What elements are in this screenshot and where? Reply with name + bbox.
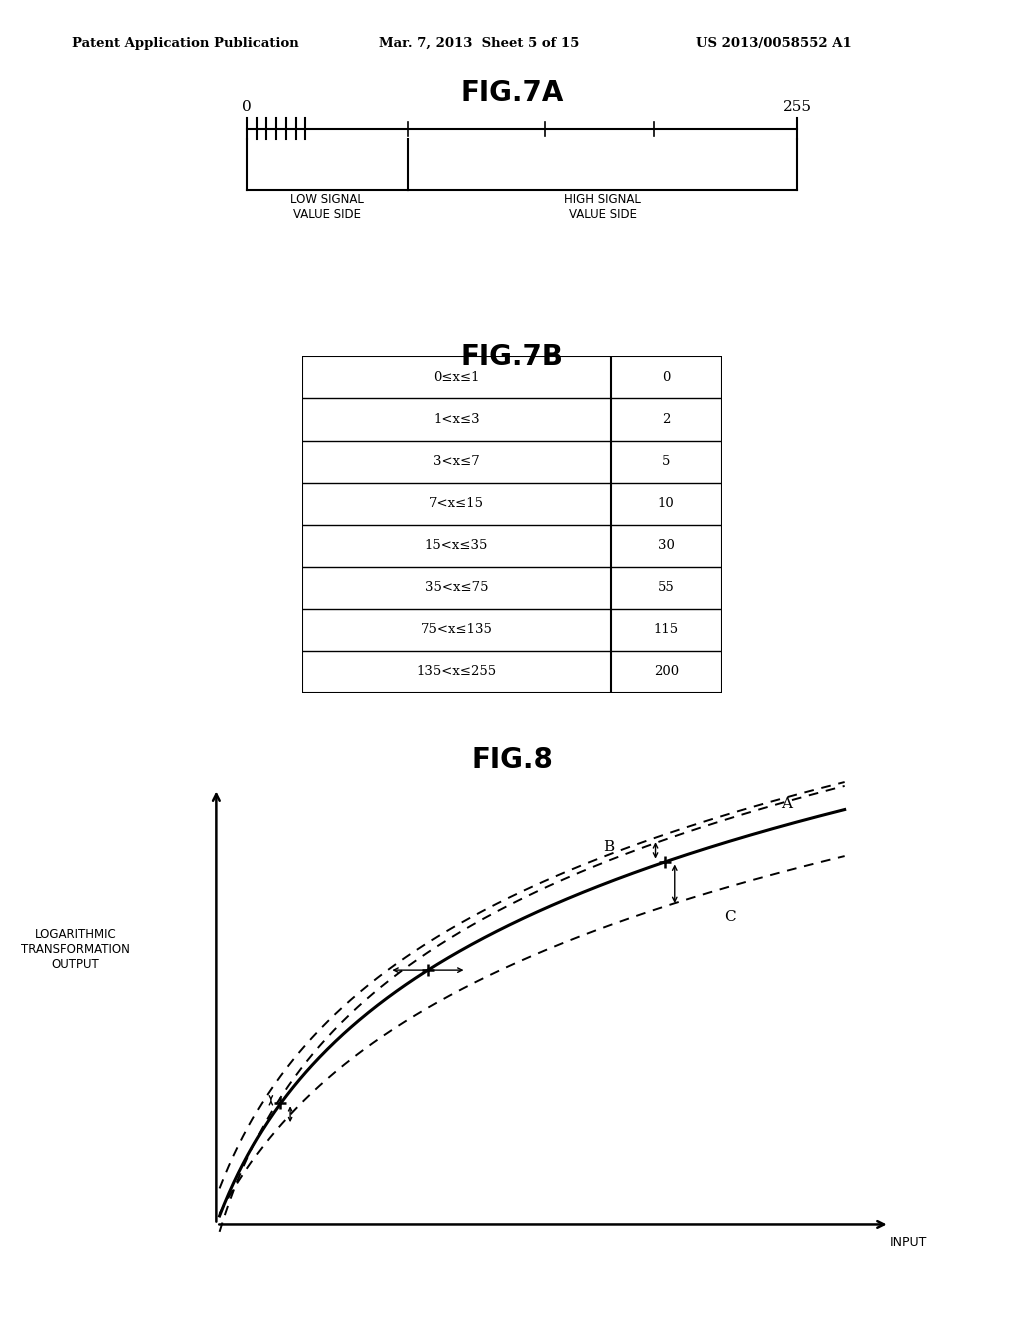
Text: 7<x≤15: 7<x≤15: [429, 498, 484, 510]
Text: LOW SIGNAL
VALUE SIDE: LOW SIGNAL VALUE SIDE: [291, 193, 365, 220]
Text: C: C: [724, 909, 735, 924]
Text: Patent Application Publication: Patent Application Publication: [72, 37, 298, 50]
Text: INPUT: INPUT: [890, 1237, 928, 1249]
Text: B: B: [603, 840, 613, 854]
Text: 115: 115: [653, 623, 679, 636]
Text: US 2013/0058552 A1: US 2013/0058552 A1: [696, 37, 852, 50]
Text: 2: 2: [663, 413, 671, 426]
Text: 75<x≤135: 75<x≤135: [421, 623, 493, 636]
Text: Mar. 7, 2013  Sheet 5 of 15: Mar. 7, 2013 Sheet 5 of 15: [379, 37, 580, 50]
Text: 10: 10: [657, 498, 675, 510]
Text: 255: 255: [783, 100, 812, 115]
Text: 200: 200: [653, 665, 679, 678]
Text: 55: 55: [657, 581, 675, 594]
Text: 3<x≤7: 3<x≤7: [433, 455, 480, 469]
Text: 30: 30: [657, 540, 675, 552]
Text: 135<x≤255: 135<x≤255: [417, 665, 497, 678]
Text: 0: 0: [663, 371, 671, 384]
Text: 15<x≤35: 15<x≤35: [425, 540, 488, 552]
Text: FIG.7A: FIG.7A: [461, 79, 563, 107]
Text: 0≤x≤1: 0≤x≤1: [433, 371, 479, 384]
Text: 1<x≤3: 1<x≤3: [433, 413, 479, 426]
Text: FIG.7B: FIG.7B: [461, 343, 563, 371]
Text: 35<x≤75: 35<x≤75: [425, 581, 488, 594]
Text: 0: 0: [242, 100, 252, 115]
Text: A: A: [781, 797, 792, 812]
Text: FIG.8: FIG.8: [471, 746, 553, 774]
Text: LOGARITHMIC
TRANSFORMATION
OUTPUT: LOGARITHMIC TRANSFORMATION OUTPUT: [20, 928, 130, 970]
Text: 5: 5: [663, 455, 671, 469]
Text: HIGH SIGNAL
VALUE SIDE: HIGH SIGNAL VALUE SIDE: [564, 193, 641, 220]
